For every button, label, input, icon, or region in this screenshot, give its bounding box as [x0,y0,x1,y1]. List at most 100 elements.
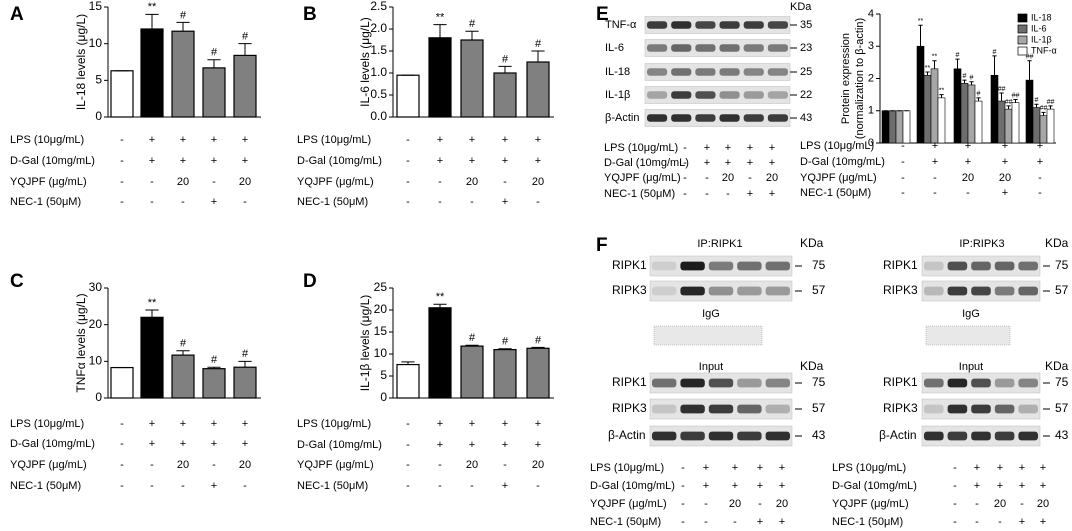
blot-band [971,378,991,388]
treatment-cell: + [779,480,785,492]
blot-band [765,261,790,271]
treatment-cell: + [535,155,541,167]
treatment-cell: + [211,480,217,492]
control-label: IgG [962,308,980,320]
y-tick-label: 1.5 [370,43,387,57]
error-bar [207,366,221,369]
error-bar [925,71,930,76]
blot-band [708,404,734,414]
treatment-cell: + [469,439,475,451]
blot-band [652,261,677,271]
treatment-cell: + [437,418,443,430]
treatment-cell: + [437,134,443,146]
panel-label: A [10,4,24,25]
treatment-cell: - [536,196,540,208]
treatment-cell: + [757,462,763,474]
y-axis-label: IL-6 levels (μg/L) [358,17,372,107]
treatment-cell: + [242,438,248,450]
blot-band [680,404,705,414]
treatment-label: LPS (10μg/mL) [604,142,678,154]
treatment-label: NEC-1 (50μM) [297,196,368,208]
treatment-cell: - [150,480,154,492]
bar-annotation: ** [939,87,945,94]
treatment-cell: + [1002,187,1008,199]
error-bar [145,309,159,318]
treatment-cell: + [779,462,785,474]
error-bar [238,360,252,368]
blot-row-label: RIPK1 [883,258,918,272]
blot-size: 25 [800,66,812,78]
y-axis-label: TNFα levels (μg/L) [74,293,88,392]
y-axis-label: (normalization to β-actin) [854,18,866,139]
treatment-label: NEC-1 (50μM) [10,196,81,208]
blot-size: 43 [812,428,826,442]
treatment-cell: + [725,157,731,169]
treatment-cell: + [1002,156,1008,168]
treatment-cell: + [437,439,443,451]
blot-band [947,404,968,414]
treatment-cell: - [406,459,410,471]
error-bar [1034,103,1039,108]
error-bar [401,361,415,365]
treatment-cell: - [181,196,185,208]
treatment-cell: + [469,134,475,146]
bar-annotation: # [180,9,187,21]
blot-band [994,286,1015,296]
bar [974,100,983,144]
treatment-cell: + [502,480,508,492]
y-tick-label: 0 [380,390,387,404]
blot-row-label: IL-1β [605,89,630,101]
treatment-label: D-Gal (10mg/mL) [590,480,675,492]
treatment-cell: + [211,134,217,146]
bar [953,68,962,144]
y-tick-label: 2 [868,72,874,84]
treatment-cell: - [901,187,905,199]
treatment-cell: 20 [999,172,1011,184]
blot-row-label: RIPK3 [612,283,647,297]
treatment-cell: - [683,157,687,169]
bar [526,347,550,399]
treatment-label: D-Gal (10mg/mL) [10,438,95,450]
treatment-cell: - [120,438,124,450]
bar [396,74,420,118]
bar [140,28,164,118]
legend-label: IL-18 [1031,12,1052,22]
treatment-cell: - [181,480,185,492]
treatment-cell: - [1020,498,1024,510]
treatment-cell: + [535,418,541,430]
blot-band [924,378,944,388]
blot-size: 43 [800,112,812,124]
bar-annotation: ## [1026,54,1034,61]
error-bar [498,65,512,73]
treatment-cell: - [470,196,474,208]
blot-band [652,431,677,441]
bar-annotation: # [242,31,249,43]
treatment-cell: + [211,438,217,450]
treatment-cell: - [470,480,474,492]
treatment-cell: - [406,196,410,208]
blot-band [671,114,692,122]
blot-band [671,44,692,52]
treatment-cell: + [502,196,508,208]
blot-unit: KDa [1045,359,1069,373]
treatment-cell: 20 [466,176,478,188]
treatment-cell: + [725,142,731,154]
blot-band [652,286,677,296]
treatment-cell: 20 [532,459,544,471]
ip-title: IP:RIPK3 [959,238,1004,250]
error-bar [1006,105,1011,110]
blot-band [767,91,788,99]
treatment-label: YQJPF (μg/mL) [10,459,87,471]
blot-band [719,114,740,122]
bar-annotation: ** [932,54,938,61]
error-bar [433,24,447,38]
bar [916,45,925,144]
blot-band [652,404,677,414]
blot-band [971,404,991,414]
panel-label: D [303,271,317,292]
blot-band [647,21,668,29]
treatment-cell: 20 [239,459,251,471]
treatment-label: YQJPF (μg/mL) [604,172,681,184]
blot-band [994,261,1015,271]
treatment-cell: - [758,498,762,510]
